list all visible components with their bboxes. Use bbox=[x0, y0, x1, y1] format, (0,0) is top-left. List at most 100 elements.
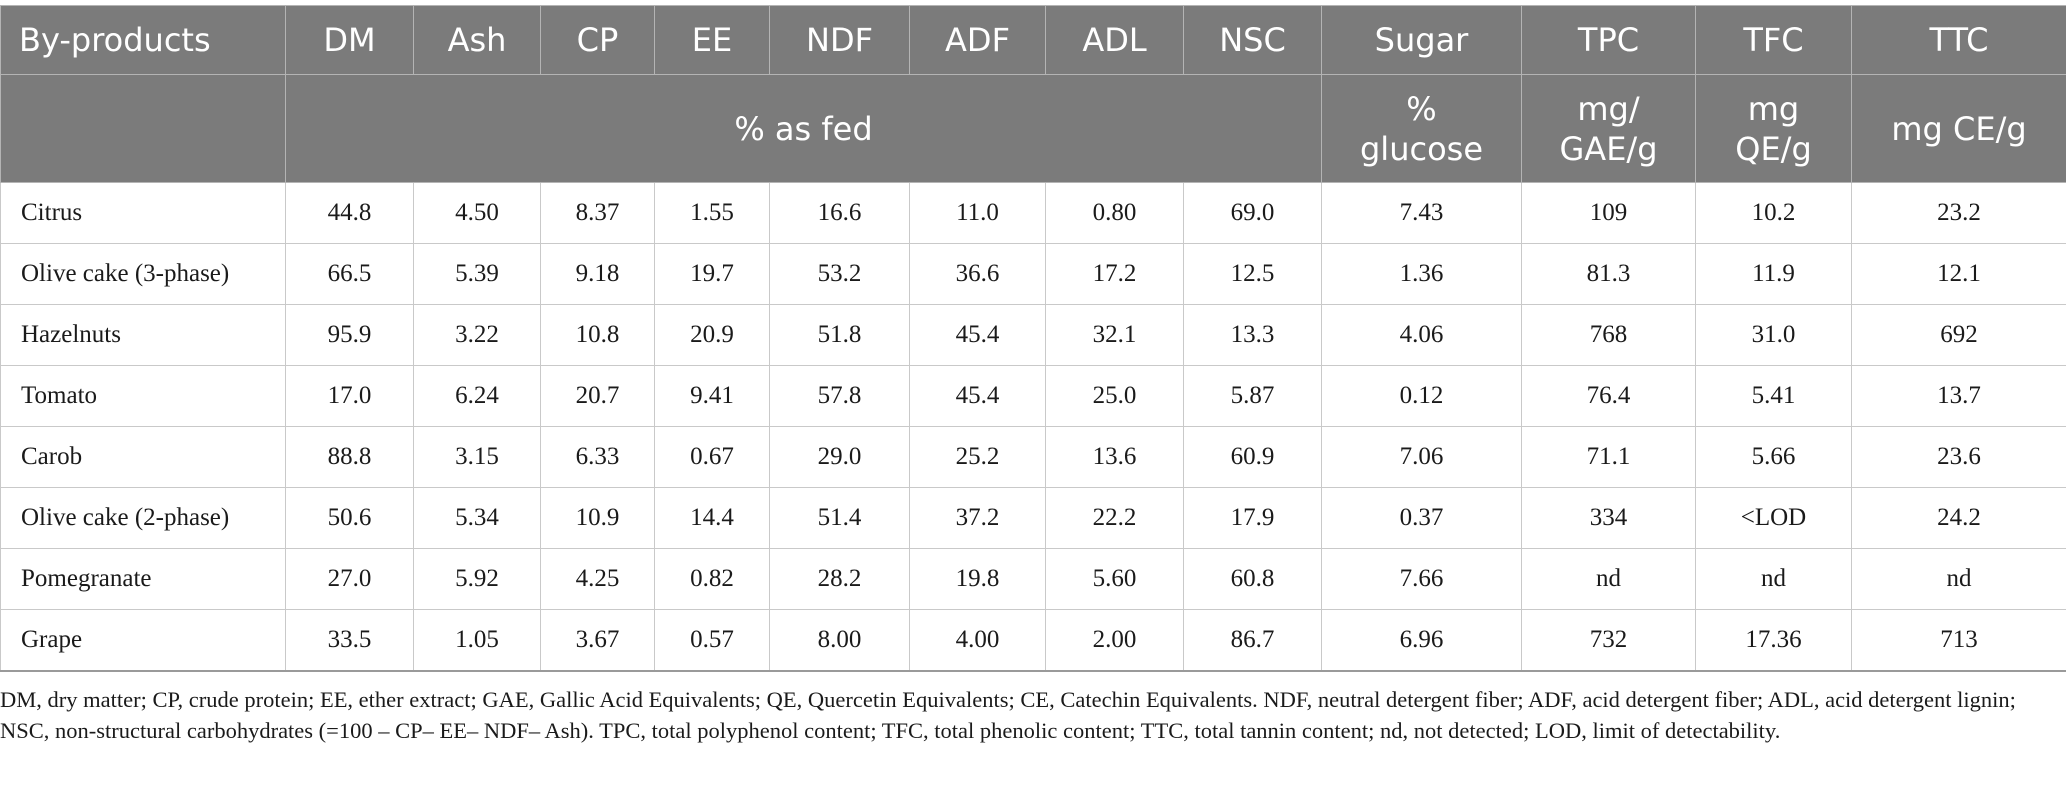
value-cell: 732 bbox=[1521, 609, 1696, 672]
byproduct-name-cell: Pomegranate bbox=[0, 548, 286, 610]
value-cell: 768 bbox=[1521, 304, 1696, 366]
value-cell: 10.2 bbox=[1695, 182, 1852, 244]
value-cell: 23.6 bbox=[1851, 426, 2066, 488]
table-row: Carob 88.8 3.15 6.33 0.67 29.0 25.2 13.6 60.9 7.0… bbox=[0, 426, 2066, 488]
byproduct-name-cell: Citrus bbox=[0, 182, 286, 244]
value-cell: 5.41 bbox=[1695, 365, 1852, 427]
value-cell: 692 bbox=[1851, 304, 2066, 366]
column-header: ADF bbox=[909, 5, 1046, 75]
value-cell: 53.2 bbox=[769, 243, 910, 305]
value-cell: 12.1 bbox=[1851, 243, 2066, 305]
value-cell: 51.4 bbox=[769, 487, 910, 549]
value-cell: 4.00 bbox=[909, 609, 1046, 672]
value-cell: 13.7 bbox=[1851, 365, 2066, 427]
table-row: Olive cake (3-phase) 66.5 5.39 9.18 19.7 53.2… bbox=[0, 243, 2066, 305]
value-cell: 27.0 bbox=[285, 548, 414, 610]
value-cell: 71.1 bbox=[1521, 426, 1696, 488]
value-cell: 23.2 bbox=[1851, 182, 2066, 244]
value-cell: 3.15 bbox=[413, 426, 541, 488]
table-container: By-products DM Ash CP EE NDF ADF ADL NSC… bbox=[0, 5, 2066, 672]
value-cell: 0.57 bbox=[654, 609, 770, 672]
table-row: Tomato 17.0 6.24 20.7 9.41 57.8 45.4 25.0 5.87 0.… bbox=[0, 365, 2066, 427]
header-row: By-products DM Ash CP EE NDF ADF ADL NSC… bbox=[0, 5, 2066, 75]
value-cell: 9.41 bbox=[654, 365, 770, 427]
value-cell: 45.4 bbox=[909, 304, 1046, 366]
value-cell: 0.12 bbox=[1321, 365, 1522, 427]
value-cell: 4.06 bbox=[1321, 304, 1522, 366]
column-header: NDF bbox=[769, 5, 910, 75]
table-row: Citrus 44.8 4.50 8.37 1.55 16.6 11.0 0.80 69.0 7.… bbox=[0, 182, 2066, 244]
value-cell: <LOD bbox=[1695, 487, 1852, 549]
value-cell: 25.2 bbox=[909, 426, 1046, 488]
table-row: Olive cake (2-phase) 50.6 5.34 10.9 14.4 51.4… bbox=[0, 487, 2066, 549]
value-cell: 33.5 bbox=[285, 609, 414, 672]
value-cell: 0.67 bbox=[654, 426, 770, 488]
value-cell: 7.06 bbox=[1321, 426, 1522, 488]
table-body: Citrus 44.8 4.50 8.37 1.55 16.6 11.0 0.80 69.0 7.… bbox=[0, 182, 2066, 672]
value-cell: 5.39 bbox=[413, 243, 541, 305]
value-cell: 32.1 bbox=[1045, 304, 1184, 366]
value-cell: 0.37 bbox=[1321, 487, 1522, 549]
table-footnote: DM, dry matter; CP, crude protein; EE, e… bbox=[0, 687, 2016, 743]
unit-sugar: % glucose bbox=[1321, 74, 1522, 183]
column-header: By-products bbox=[0, 5, 286, 75]
value-cell: 11.0 bbox=[909, 182, 1046, 244]
value-cell: 5.87 bbox=[1183, 365, 1322, 427]
value-cell: 86.7 bbox=[1183, 609, 1322, 672]
value-cell: 95.9 bbox=[285, 304, 414, 366]
value-cell: 57.8 bbox=[769, 365, 910, 427]
column-header: Sugar bbox=[1321, 5, 1522, 75]
unit-tfc: mg QE/g bbox=[1695, 74, 1852, 183]
table-row: Hazelnuts 95.9 3.22 10.8 20.9 51.8 45.4 32.1 13.… bbox=[0, 304, 2066, 366]
value-cell: 6.96 bbox=[1321, 609, 1522, 672]
value-cell: 19.7 bbox=[654, 243, 770, 305]
value-cell: 109 bbox=[1521, 182, 1696, 244]
value-cell: 44.8 bbox=[285, 182, 414, 244]
value-cell: 50.6 bbox=[285, 487, 414, 549]
value-cell: 13.3 bbox=[1183, 304, 1322, 366]
value-cell: 1.05 bbox=[413, 609, 541, 672]
value-cell: 17.2 bbox=[1045, 243, 1184, 305]
value-cell: 8.37 bbox=[540, 182, 655, 244]
value-cell: 69.0 bbox=[1183, 182, 1322, 244]
value-cell: 1.36 bbox=[1321, 243, 1522, 305]
value-cell: 1.55 bbox=[654, 182, 770, 244]
value-cell: 10.9 bbox=[540, 487, 655, 549]
byproduct-name-cell: Olive cake (3-phase) bbox=[0, 243, 286, 305]
byproduct-name-cell: Grape bbox=[0, 609, 286, 672]
value-cell: 17.9 bbox=[1183, 487, 1322, 549]
byproduct-name-cell: Tomato bbox=[0, 365, 286, 427]
value-cell: 17.0 bbox=[285, 365, 414, 427]
value-cell: 28.2 bbox=[769, 548, 910, 610]
column-header: DM bbox=[285, 5, 414, 75]
value-cell: 14.4 bbox=[654, 487, 770, 549]
value-cell: 5.66 bbox=[1695, 426, 1852, 488]
value-cell: 51.8 bbox=[769, 304, 910, 366]
value-cell: 7.43 bbox=[1321, 182, 1522, 244]
value-cell: 3.67 bbox=[540, 609, 655, 672]
value-cell: 36.6 bbox=[909, 243, 1046, 305]
value-cell: 8.00 bbox=[769, 609, 910, 672]
value-cell: 7.66 bbox=[1321, 548, 1522, 610]
value-cell: 11.9 bbox=[1695, 243, 1852, 305]
column-header: EE bbox=[654, 5, 770, 75]
units-blank-cell bbox=[0, 74, 286, 183]
value-cell: 76.4 bbox=[1521, 365, 1696, 427]
value-cell: 20.7 bbox=[540, 365, 655, 427]
value-cell: nd bbox=[1851, 548, 2066, 610]
column-header: CP bbox=[540, 5, 655, 75]
value-cell: nd bbox=[1521, 548, 1696, 610]
value-cell: 4.25 bbox=[540, 548, 655, 610]
value-cell: 88.8 bbox=[285, 426, 414, 488]
value-cell: 713 bbox=[1851, 609, 2066, 672]
value-cell: 9.18 bbox=[540, 243, 655, 305]
value-cell: 60.9 bbox=[1183, 426, 1322, 488]
value-cell: 5.60 bbox=[1045, 548, 1184, 610]
byproduct-name-cell: Carob bbox=[0, 426, 286, 488]
byproduct-name-cell: Hazelnuts bbox=[0, 304, 286, 366]
table-row: Grape 33.5 1.05 3.67 0.57 8.00 4.00 2.00 86.7 6.9… bbox=[0, 609, 2066, 672]
value-cell: 24.2 bbox=[1851, 487, 2066, 549]
value-cell: 31.0 bbox=[1695, 304, 1852, 366]
value-cell: 16.6 bbox=[769, 182, 910, 244]
value-cell: 25.0 bbox=[1045, 365, 1184, 427]
